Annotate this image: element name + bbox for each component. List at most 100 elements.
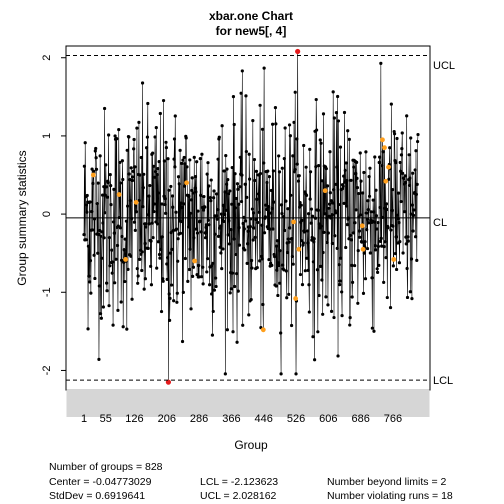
data-point [380,164,384,168]
data-point [279,203,284,207]
data-point [133,165,137,169]
data-point [395,136,399,141]
data-point [240,173,244,177]
data-point [90,209,94,214]
data-point [317,163,321,168]
data-point [158,111,162,116]
data-point [282,157,286,161]
data-point [373,248,378,252]
data-point [285,296,289,300]
data-point [85,193,89,198]
data-point [228,291,232,295]
data-point [122,248,126,252]
x-tick-label: 206 [158,413,176,425]
data-point [275,244,279,248]
data-point [110,271,114,275]
data-point [250,258,254,263]
data-point [129,254,133,258]
data-point [235,272,239,276]
data-point [251,119,255,123]
data-point [308,147,312,151]
data-point [150,221,154,225]
data-point [191,191,195,195]
data-point [225,167,229,171]
data-point [126,204,130,208]
data-point [206,161,210,165]
data-point [198,219,202,223]
data-point [215,217,219,221]
data-point [292,120,296,124]
data-point [113,134,117,138]
data-point [311,335,315,339]
data-point [125,148,129,152]
data-point [203,231,207,235]
data-point [338,145,343,149]
data-point [142,172,146,176]
data-point [340,290,344,294]
data-point [332,315,336,320]
data-point [252,157,257,162]
data-point [394,235,398,239]
data-point [348,233,353,237]
data-point [358,235,362,239]
data-point [324,167,328,171]
data-point [189,307,193,311]
series-line [83,51,419,383]
data-point [275,268,279,272]
data-point [229,228,233,232]
data-point [103,211,107,215]
data-point [164,145,168,150]
data-point [344,161,348,165]
data-point [277,154,281,158]
data-point [368,251,372,255]
data-point [180,339,185,344]
data-point [350,280,355,284]
data-point [259,254,263,258]
data-point [262,161,266,165]
data-point [130,178,135,183]
violating-point [382,145,387,151]
data-point [212,196,216,200]
data-point [289,323,294,328]
data-point [364,150,368,154]
data-point [309,207,313,211]
data-point [147,222,152,226]
data-point [192,236,196,240]
data-point [241,221,245,226]
data-point [359,179,363,183]
data-point [319,224,324,228]
data-point [186,279,190,284]
data-point [170,283,174,287]
x-tick-label: 526 [287,413,305,425]
data-point [300,218,304,222]
data-point [224,208,228,212]
data-point [267,257,271,262]
data-point [181,158,185,162]
data-point [372,220,376,224]
data-point [90,167,94,171]
y-tick-label: -1 [41,287,53,297]
data-point [330,241,334,246]
data-point [138,257,142,261]
data-point [298,272,303,277]
x-tick-label: 446 [255,413,273,425]
data-point [250,266,254,270]
data-point [389,102,393,106]
data-point [178,231,183,235]
data-point [339,256,343,260]
data-point [106,181,110,185]
data-point [234,252,238,257]
data-point [354,208,358,212]
data-point [138,173,142,177]
data-point [144,222,148,226]
data-point [393,251,397,256]
data-point [118,226,122,230]
x-tick-label: 1 [81,413,87,425]
data-point [409,212,413,216]
data-point [143,277,147,281]
x-tick-label: 686 [351,413,369,425]
data-point [86,244,91,248]
data-point [391,264,395,268]
data-point [105,195,110,199]
data-point [320,278,324,282]
